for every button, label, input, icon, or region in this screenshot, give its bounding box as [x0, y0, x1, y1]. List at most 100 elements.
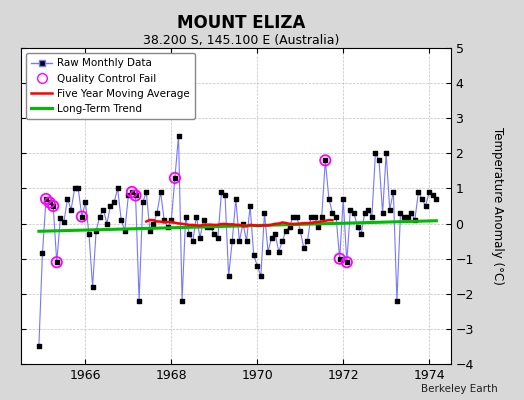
Point [181, 213, 190, 220]
Point [185, 231, 193, 237]
Point [74, 185, 82, 192]
Point [196, 234, 204, 241]
Point [128, 189, 136, 195]
Point [335, 256, 344, 262]
Point [142, 189, 150, 195]
Point [70, 185, 79, 192]
Point [78, 213, 86, 220]
Point [52, 259, 61, 265]
Point [392, 298, 401, 304]
Point [343, 259, 351, 265]
Point [235, 238, 244, 244]
Point [38, 250, 47, 257]
Point [429, 192, 437, 199]
Point [78, 213, 86, 220]
Text: Berkeley Earth: Berkeley Earth [421, 384, 498, 394]
Point [60, 219, 68, 225]
Point [371, 150, 379, 156]
Point [378, 210, 387, 216]
Point [106, 203, 115, 209]
Point [117, 217, 125, 223]
Point [221, 192, 230, 199]
Point [121, 227, 129, 234]
Point [171, 175, 179, 181]
Point [257, 273, 265, 280]
Y-axis label: Temperature Anomaly (°C): Temperature Anomaly (°C) [490, 127, 504, 285]
Point [364, 206, 373, 213]
Point [357, 231, 365, 237]
Point [42, 196, 50, 202]
Point [232, 196, 240, 202]
Point [135, 298, 144, 304]
Point [296, 227, 304, 234]
Point [81, 199, 90, 206]
Point [253, 262, 261, 269]
Point [103, 220, 111, 227]
Point [174, 132, 183, 139]
Point [49, 203, 58, 209]
Point [285, 224, 293, 230]
Point [403, 213, 412, 220]
Point [192, 213, 201, 220]
Point [203, 224, 211, 230]
Point [46, 199, 54, 206]
Point [199, 217, 208, 223]
Point [89, 284, 97, 290]
Point [321, 157, 330, 164]
Point [368, 213, 376, 220]
Point [217, 189, 226, 195]
Point [343, 259, 351, 265]
Point [52, 259, 61, 265]
Point [46, 199, 54, 206]
Point [210, 231, 219, 237]
Point [318, 213, 326, 220]
Point [160, 217, 168, 223]
Point [350, 210, 358, 216]
Point [335, 256, 344, 262]
Point [310, 213, 319, 220]
Point [67, 206, 75, 213]
Point [325, 196, 333, 202]
Point [432, 196, 441, 202]
Point [163, 224, 172, 230]
Point [42, 196, 50, 202]
Legend: Raw Monthly Data, Quality Control Fail, Five Year Moving Average, Long-Term Tren: Raw Monthly Data, Quality Control Fail, … [26, 53, 195, 119]
Point [249, 252, 258, 258]
Point [114, 185, 122, 192]
Point [214, 234, 222, 241]
Point [425, 189, 433, 195]
Point [267, 234, 276, 241]
Point [85, 231, 93, 237]
Point [314, 224, 322, 230]
Point [224, 273, 233, 280]
Point [400, 213, 408, 220]
Point [35, 343, 43, 350]
Point [132, 192, 140, 199]
Point [153, 210, 161, 216]
Point [321, 157, 330, 164]
Point [329, 210, 337, 216]
Point [307, 213, 315, 220]
Point [128, 189, 136, 195]
Point [206, 224, 215, 230]
Point [178, 298, 186, 304]
Point [124, 192, 133, 199]
Text: 38.200 S, 145.100 E (Australia): 38.200 S, 145.100 E (Australia) [143, 34, 339, 47]
Point [375, 157, 383, 164]
Point [361, 210, 369, 216]
Point [243, 238, 251, 244]
Point [339, 196, 347, 202]
Point [189, 238, 197, 244]
Point [49, 203, 58, 209]
Point [239, 220, 247, 227]
Point [396, 210, 405, 216]
Point [146, 227, 154, 234]
Point [292, 213, 301, 220]
Point [421, 203, 430, 209]
Point [95, 213, 104, 220]
Point [264, 248, 272, 255]
Point [63, 196, 72, 202]
Point [156, 189, 165, 195]
Point [382, 150, 390, 156]
Point [332, 213, 340, 220]
